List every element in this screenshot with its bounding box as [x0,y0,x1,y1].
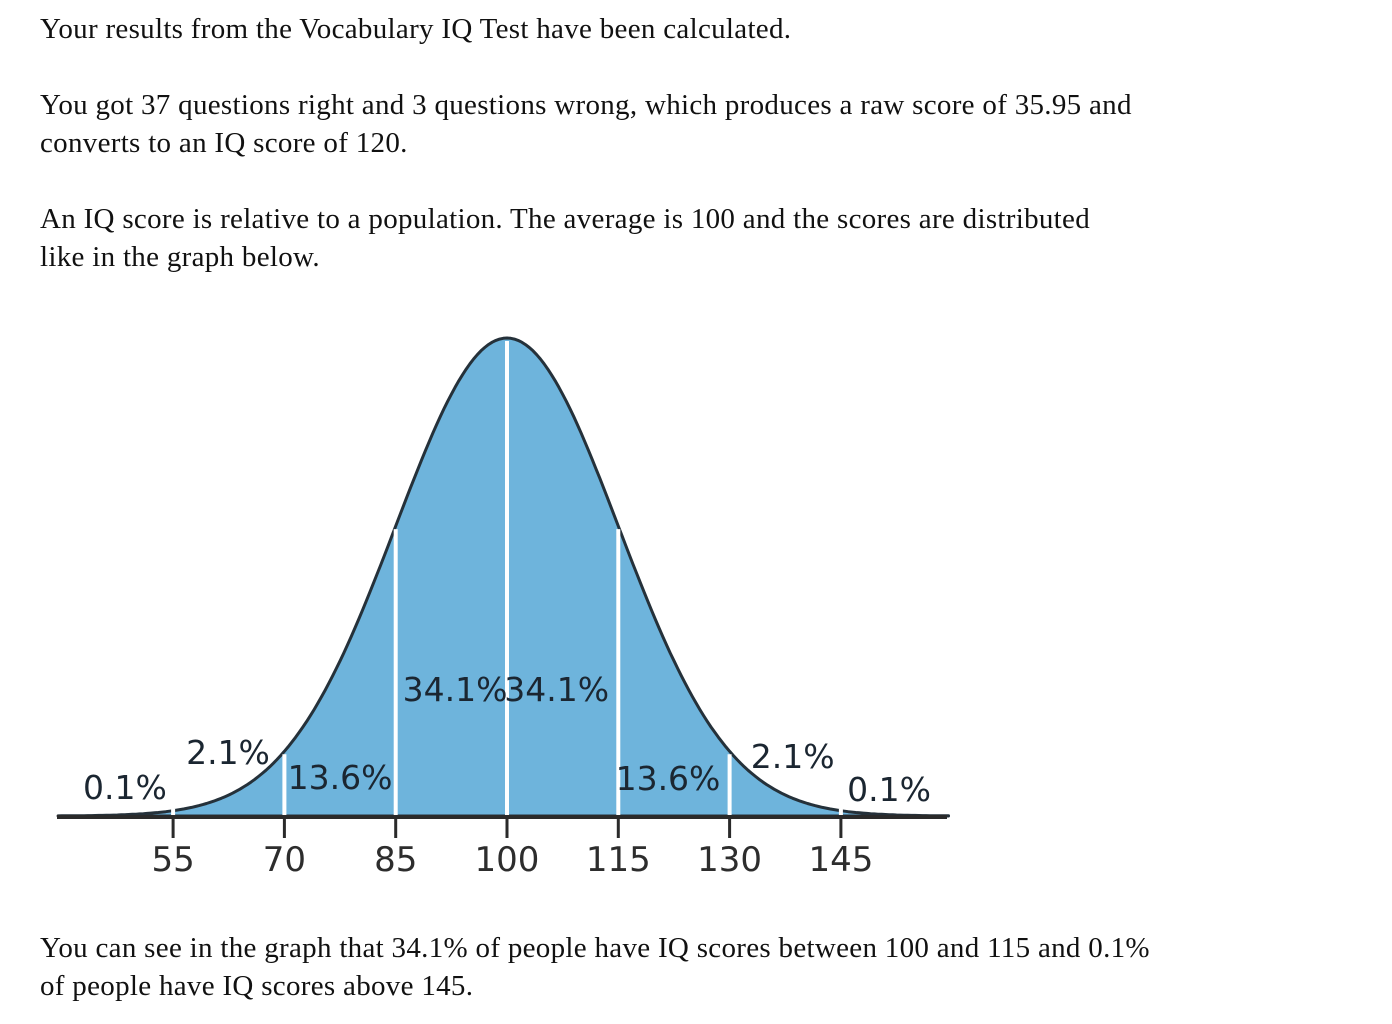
segment-label-5: 13.6% [616,759,721,798]
iq-distribution-chart: 55 70 85 100 115 130 145 0.1% 2.1% 13.6% 34.1% 34.1… [0,314,1392,884]
segment-label-0: 0.1% [83,768,167,807]
bell-curve-svg: 55 70 85 100 115 130 145 0.1% 2.1% 13.6% 34.1%34.1… [56,336,950,880]
x-tick-label-130: 130 [697,840,762,880]
intro-paragraph: Your results from the Vocabulary IQ Test… [40,13,792,45]
x-tick-label-145: 145 [808,840,873,880]
explanation-paragraph: An IQ score is relative to a population.… [40,203,1090,273]
segment-label-3: 34.1% [403,670,508,709]
x-tick-label-55: 55 [151,840,194,880]
x-tick-label-115: 115 [586,840,651,880]
segment-label-4: 34.1% [504,670,609,709]
conclusion-paragraph: You can see in the graph that 34.1% of p… [40,932,1150,1002]
segment-label-2: 13.6% [288,758,393,797]
segment-label-6: 2.1% [751,737,835,776]
x-tick-label-100: 100 [475,840,540,880]
x-tick-label-85: 85 [374,840,417,880]
x-tick-label-70: 70 [263,840,306,880]
bell-curve-area [56,336,950,818]
score-paragraph: You got 37 questions right and 3 questio… [40,89,1132,159]
segment-label-7: 0.1% [847,770,931,809]
segment-label-1: 2.1% [186,733,270,772]
